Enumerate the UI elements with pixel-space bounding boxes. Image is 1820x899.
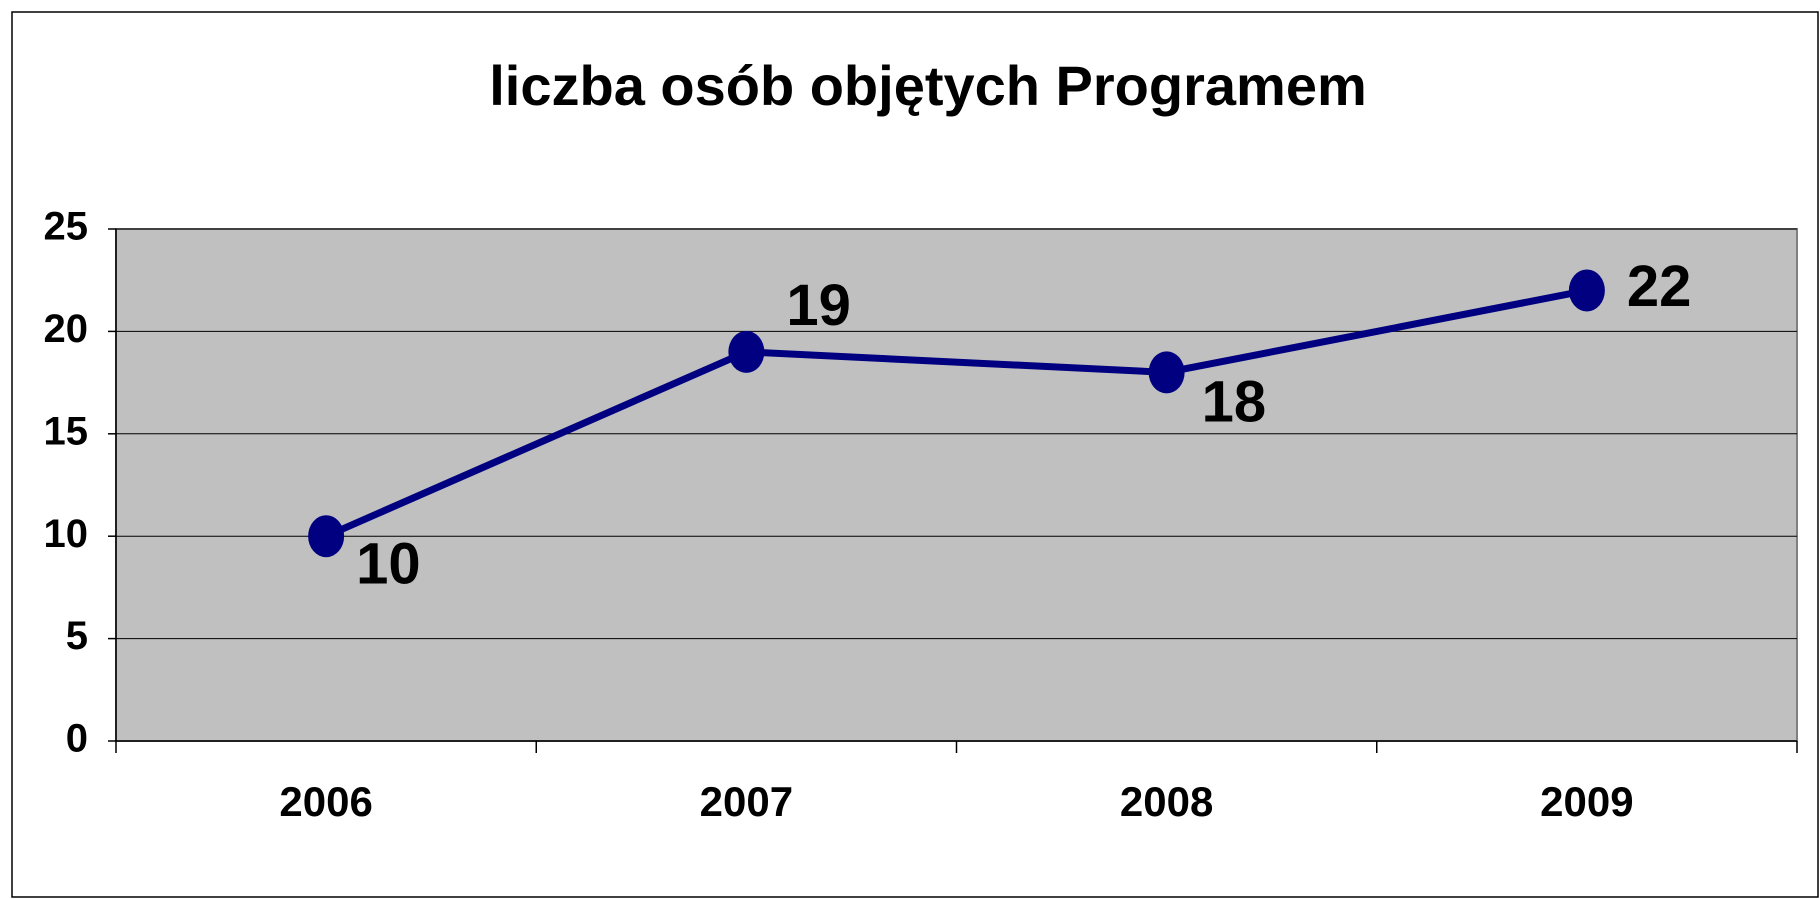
plot-area bbox=[115, 228, 1798, 742]
y-tick-label: 25 bbox=[44, 205, 89, 249]
x-tick-label: 2008 bbox=[1120, 778, 1213, 825]
y-tick-label: 10 bbox=[44, 512, 89, 556]
marker bbox=[728, 330, 765, 373]
marker bbox=[308, 515, 345, 558]
marker bbox=[1148, 351, 1185, 394]
x-tick-label: 2007 bbox=[700, 778, 793, 825]
data-label: 22 bbox=[1627, 254, 1692, 319]
y-tick-label: 5 bbox=[66, 614, 88, 658]
chart-title: liczba osób objętych Programem bbox=[489, 54, 1367, 117]
data-label: 18 bbox=[1202, 370, 1267, 435]
line bbox=[324, 287, 1588, 540]
y-tick-label: 15 bbox=[44, 409, 89, 453]
data-label: 19 bbox=[786, 273, 851, 338]
data-label: 10 bbox=[356, 532, 421, 597]
y-tick-label: 0 bbox=[66, 717, 88, 761]
marker bbox=[1568, 269, 1605, 312]
x-tick-label: 2006 bbox=[279, 778, 372, 825]
x-tick-label: 2009 bbox=[1540, 778, 1633, 825]
y-tick-label: 20 bbox=[44, 307, 89, 351]
